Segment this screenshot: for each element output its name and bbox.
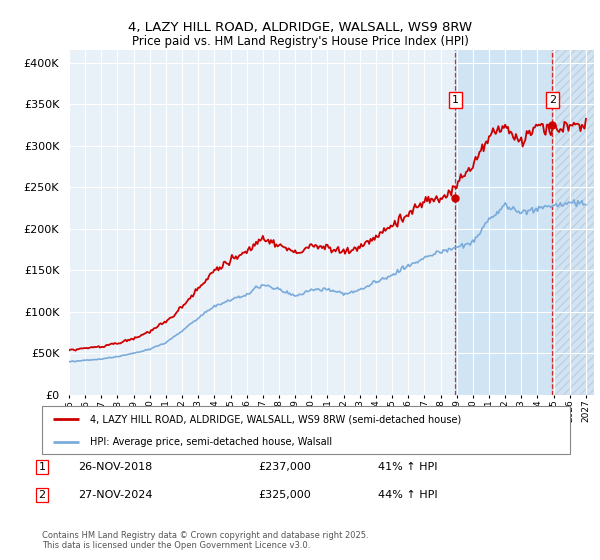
Bar (553, 50, 594, 395)
FancyBboxPatch shape (42, 406, 570, 454)
Text: 44% ↑ HPI: 44% ↑ HPI (378, 490, 437, 500)
Text: Contains HM Land Registry data © Crown copyright and database right 2025.
This d: Contains HM Land Registry data © Crown c… (42, 530, 368, 550)
Text: 26-NOV-2018: 26-NOV-2018 (78, 462, 152, 472)
Text: 27-NOV-2024: 27-NOV-2024 (78, 490, 152, 500)
Text: 2: 2 (549, 95, 556, 105)
Text: 2: 2 (38, 490, 46, 500)
Text: HPI: Average price, semi-detached house, Walsall: HPI: Average price, semi-detached house,… (89, 437, 332, 447)
Text: 41% ↑ HPI: 41% ↑ HPI (378, 462, 437, 472)
Bar (69, 50, 455, 395)
Text: 4, LAZY HILL ROAD, ALDRIDGE, WALSALL, WS9 8RW (semi-detached house): 4, LAZY HILL ROAD, ALDRIDGE, WALSALL, WS… (89, 414, 461, 424)
Text: 1: 1 (452, 95, 459, 105)
Text: Price paid vs. HM Land Registry's House Price Index (HPI): Price paid vs. HM Land Registry's House … (131, 35, 469, 48)
Text: £325,000: £325,000 (258, 490, 311, 500)
Text: 4, LAZY HILL ROAD, ALDRIDGE, WALSALL, WS9 8RW: 4, LAZY HILL ROAD, ALDRIDGE, WALSALL, WS… (128, 21, 472, 34)
Bar (455, 50, 594, 395)
Text: £237,000: £237,000 (258, 462, 311, 472)
Text: 1: 1 (38, 462, 46, 472)
